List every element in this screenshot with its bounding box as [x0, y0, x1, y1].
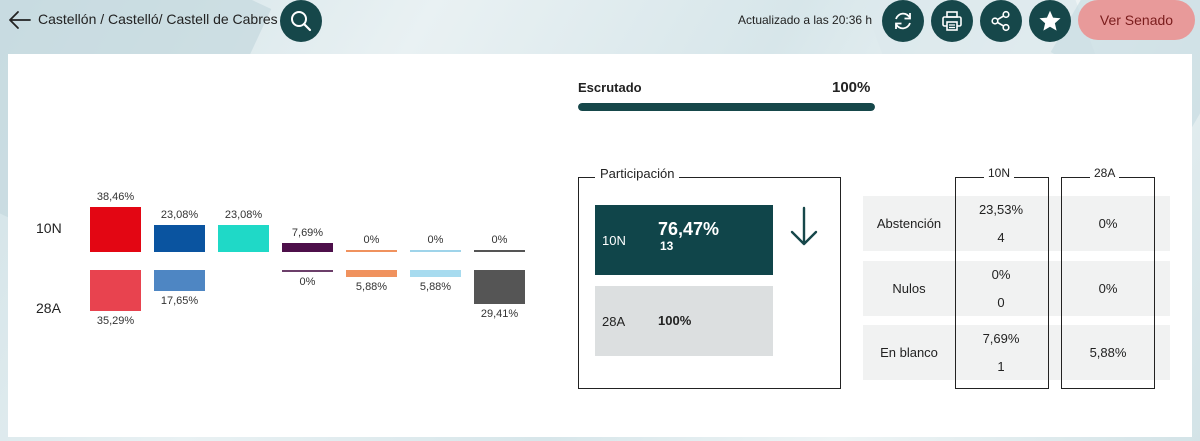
table-row: En blanco 7,69% 1 5,88% [863, 325, 1170, 380]
participation-row-10n: 10N 76,47% 13 [595, 205, 773, 275]
participation-percent: 100% [658, 313, 692, 328]
row-label: Abstención [876, 216, 942, 231]
participation-row-28a: 28A 100% [595, 286, 773, 356]
column-header-28a: 28A [1090, 166, 1120, 180]
bar-value-label: 23,08% [160, 208, 199, 221]
cell-10n-count: 4 [997, 230, 1005, 245]
participation-row-name: 10N [602, 233, 626, 248]
bar-28a-4 [282, 270, 333, 272]
cell-10n-count: 1 [997, 359, 1005, 374]
bar-value-label: 17,65% [160, 294, 199, 307]
bar-10n-7 [474, 250, 525, 252]
table-row: Abstención 23,53% 4 0% [863, 196, 1170, 251]
bar-10n-6 [410, 250, 461, 252]
row-label: Nulos [892, 281, 926, 296]
refresh-button[interactable] [882, 0, 924, 42]
cell-10n-percent: 0% [991, 267, 1011, 282]
bar-value-label: 7,69% [291, 227, 324, 239]
bar-value-label: 5,88% [419, 280, 452, 293]
bar-value-label: 38,46% [96, 191, 135, 203]
scrutiny-percent: 100% [832, 79, 871, 96]
update-time: Actualizado a las 20:36 h [738, 13, 873, 27]
scrutiny-progress-bar [578, 103, 875, 111]
bar-value-label: 0% [491, 234, 508, 246]
cell-10n-percent: 23,53% [978, 202, 1024, 217]
participation-title: Participación [595, 166, 680, 181]
bar-value-label: 0% [299, 276, 316, 288]
column-10n-frame [955, 177, 1049, 389]
arrow-down-icon [790, 206, 818, 246]
search-button[interactable] [280, 0, 322, 42]
bar-value-label: 23,08% [224, 208, 263, 221]
cell-10n-count: 0 [997, 295, 1005, 310]
favorite-button[interactable] [1029, 0, 1071, 42]
bar-10n-2 [154, 224, 205, 252]
participation-box: 10N 76,47% 13 28A 100% [578, 177, 841, 389]
breadcrumb[interactable]: Castellón / Castelló/ Castell de Cabres [38, 11, 278, 27]
bar-value-label: 35,29% [96, 315, 135, 328]
bar-value-label: 5,88% [355, 280, 388, 293]
share-button[interactable] [980, 0, 1022, 42]
printer-icon [942, 11, 962, 31]
bar-10n-1 [90, 207, 141, 252]
senate-button[interactable]: Ver Senado [1078, 0, 1195, 40]
bar-value-label: 0% [363, 234, 380, 246]
refresh-icon [895, 12, 911, 30]
bar-28a-1 [90, 270, 141, 312]
table-row: Nulos 0% 0 0% [863, 261, 1170, 316]
results-bar-chart: 10N 28A 38,46% 23,08% 23,08% 7,69% 0% 0% 0% 35,… [8, 54, 568, 437]
bar-28a-5 [346, 270, 397, 277]
row-label: En blanco [880, 345, 938, 360]
bar-28a-6 [410, 270, 461, 277]
participation-count: 13 [660, 239, 674, 253]
print-button[interactable] [931, 0, 973, 42]
bar-value-label: 0% [427, 234, 444, 246]
bar-value-label: 29,41% [480, 308, 519, 321]
results-panel: 10N 28A 38,46% 23,08% 23,08% 7,69% 0% 0% 0% 35,… [8, 54, 1192, 437]
search-icon [291, 11, 312, 32]
bar-10n-5 [346, 250, 397, 252]
series-label-28a: 28A [36, 300, 61, 316]
series-label-10n: 10N [36, 220, 62, 236]
cell-28a: 5,88% [1089, 345, 1127, 360]
participation-percent: 76,47% [658, 219, 720, 239]
column-header-10n: 10N [984, 166, 1015, 180]
scrutiny-label: Escrutado [578, 80, 642, 95]
cell-10n-percent: 7,69% [982, 331, 1020, 346]
bar-10n-4 [282, 243, 333, 252]
column-28a-frame [1061, 177, 1155, 389]
scrutiny-progress-fill [578, 103, 875, 111]
bar-28a-7 [474, 270, 525, 305]
bar-10n-3 [218, 224, 269, 252]
back-arrow-icon[interactable] [6, 9, 32, 31]
cell-28a: 0% [1098, 281, 1118, 296]
top-bar: Castellón / Castelló/ Castell de Cabres … [0, 0, 1200, 44]
participation-row-name: 28A [602, 314, 626, 329]
star-icon [1039, 10, 1061, 31]
bar-28a-2 [154, 270, 205, 291]
cell-28a: 0% [1098, 216, 1118, 231]
share-icon [991, 10, 1010, 32]
